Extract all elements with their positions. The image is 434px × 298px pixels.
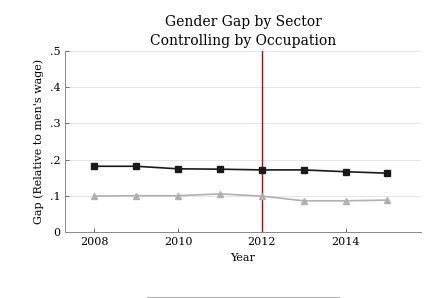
Private xyxy=(259,168,264,172)
Private xyxy=(385,171,390,175)
Legend: Private, Public: Private, Public xyxy=(146,297,340,298)
Public xyxy=(259,194,264,198)
Public xyxy=(385,198,390,202)
Line: Public: Public xyxy=(91,191,391,204)
Public xyxy=(92,194,97,198)
Public xyxy=(175,194,181,198)
Private xyxy=(217,167,223,171)
Line: Private: Private xyxy=(91,163,391,176)
Public xyxy=(343,199,348,203)
Public xyxy=(301,199,306,203)
Y-axis label: Gap (Relative to men's wage): Gap (Relative to men's wage) xyxy=(33,59,44,224)
Title: Gender Gap by Sector
Controlling by Occupation: Gender Gap by Sector Controlling by Occu… xyxy=(150,15,336,48)
X-axis label: Year: Year xyxy=(230,253,256,263)
Public xyxy=(217,192,223,196)
Private xyxy=(175,167,181,171)
Private xyxy=(343,170,348,173)
Private xyxy=(301,168,306,172)
Private xyxy=(134,164,139,168)
Public xyxy=(134,194,139,198)
Private xyxy=(92,164,97,168)
